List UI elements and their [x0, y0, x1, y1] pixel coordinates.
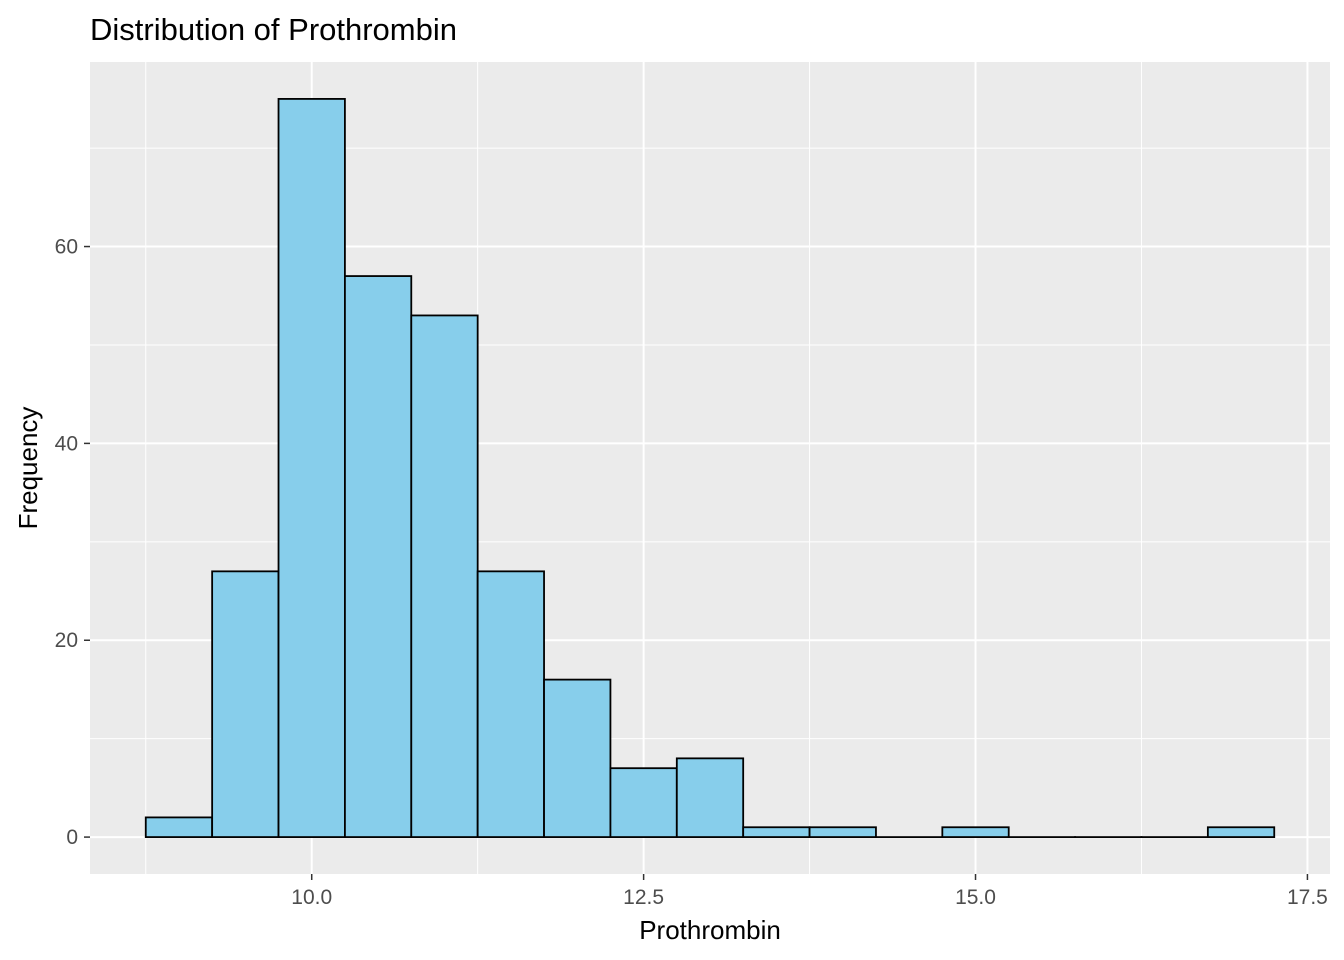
histogram-bar: [211, 570, 280, 838]
histogram-bar: [543, 678, 612, 838]
y-tick-label: 40: [55, 432, 78, 455]
y-tick-label: 20: [55, 629, 78, 652]
x-tick-label: 12.5: [623, 886, 664, 909]
x-tick-label: 17.5: [1287, 886, 1328, 909]
chart-title: Distribution of Prothrombin: [90, 12, 457, 47]
x-tick-label: 10.0: [291, 886, 332, 909]
histogram-bar: [808, 826, 877, 838]
histogram-bar: [675, 757, 745, 838]
histogram-bar: [344, 275, 413, 838]
histogram-bars: [144, 98, 1276, 838]
histogram-bar: [410, 314, 479, 838]
x-axis: 10.0 12.5 15.0 17.5: [291, 874, 1328, 909]
y-axis: 0 20 40 60: [55, 236, 90, 849]
histogram-bar: [1206, 826, 1276, 838]
histogram-bar: [742, 826, 811, 838]
y-tick-label: 60: [55, 236, 78, 259]
histogram-bar: [277, 98, 346, 838]
x-tick-label: 15.0: [955, 886, 996, 909]
x-axis-title: Prothrombin: [639, 915, 781, 945]
y-axis-title: Frequency: [13, 407, 43, 530]
y-tick-label: 0: [66, 826, 78, 849]
histogram-bar: [476, 570, 545, 838]
histogram-bar: [609, 767, 678, 838]
histogram-bar: [144, 816, 214, 838]
histogram-bar: [941, 826, 1010, 838]
